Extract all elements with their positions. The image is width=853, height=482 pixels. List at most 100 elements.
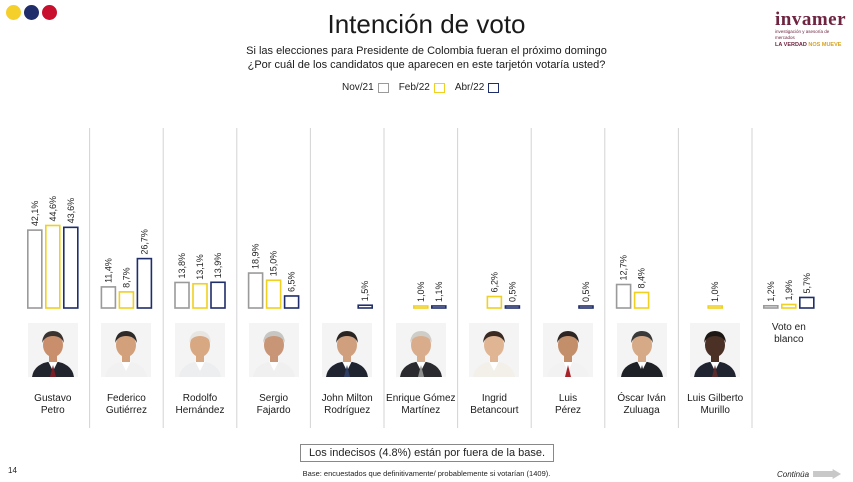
bar-feb22-9 bbox=[707, 305, 724, 309]
logo-tag-b: NOS MUEVE bbox=[808, 42, 842, 48]
legend-swatch bbox=[488, 82, 500, 93]
blue-dot bbox=[24, 5, 39, 20]
name-line: Federico bbox=[106, 393, 146, 404]
red-dot bbox=[42, 5, 57, 20]
legend-label: Nov/21 bbox=[342, 82, 374, 93]
data-label: 13,1% bbox=[195, 254, 205, 280]
name-line: Betancourt bbox=[470, 405, 519, 416]
data-label: 1,0% bbox=[710, 281, 720, 302]
continue-label: Continúa bbox=[777, 469, 810, 479]
logo-tagline: LA VERDAD NOS MUEVE bbox=[775, 41, 847, 49]
logo-name: invamer bbox=[775, 9, 847, 30]
bar-nov21-0 bbox=[26, 229, 43, 309]
name-line: Pérez bbox=[554, 405, 582, 416]
bar-feb22-10 bbox=[780, 303, 797, 309]
bar-abr22-6 bbox=[504, 305, 521, 309]
question-line-1: Si las elecciones para Presidente de Col… bbox=[246, 45, 607, 57]
data-label: 1,1% bbox=[434, 281, 444, 302]
question-text: Si las elecciones para Presidente de Col… bbox=[0, 44, 853, 72]
name-line: Rodolfo bbox=[182, 393, 218, 404]
name-line: Hernández bbox=[175, 405, 225, 416]
chart-legend: Nov/21 Feb/22 Abr/22 bbox=[342, 82, 509, 93]
name-line: Petro bbox=[40, 405, 65, 416]
legend-item-feb22: Feb/22 bbox=[399, 82, 445, 93]
name-line: Zuluaga bbox=[623, 405, 660, 416]
bar-feb22-3 bbox=[265, 279, 282, 309]
data-label: 6,2% bbox=[489, 272, 499, 293]
candidate-photo bbox=[322, 323, 373, 377]
data-label: 15,0% bbox=[269, 251, 279, 277]
name-line: blanco bbox=[774, 334, 804, 345]
name-line: Murillo bbox=[700, 405, 730, 416]
legend-swatch bbox=[377, 82, 389, 93]
name-line: Gustavo bbox=[34, 393, 72, 404]
bar-nov21-1 bbox=[100, 286, 117, 309]
bar-feb22-5 bbox=[412, 305, 429, 309]
data-label: 0,5% bbox=[507, 281, 517, 302]
page-title: Intención de voto bbox=[327, 9, 526, 39]
data-label: 1,2% bbox=[766, 281, 776, 302]
undecided-note: Los indecisos (4.8%) están por fuera de … bbox=[300, 444, 555, 462]
data-label: 26,7% bbox=[139, 229, 149, 255]
name-line: Rodríguez bbox=[324, 405, 371, 416]
data-label: 11,4% bbox=[103, 258, 113, 283]
blank-vote-label: Voto en blanco bbox=[753, 322, 825, 346]
name-line: Luis Gilberto bbox=[687, 393, 744, 404]
candidate-name: Óscar Iván Zuluaga bbox=[606, 393, 678, 417]
data-label: 18,9% bbox=[251, 244, 261, 270]
data-label: 12,7% bbox=[619, 255, 629, 281]
candidate-photo bbox=[616, 323, 667, 377]
data-label: 1,0% bbox=[416, 281, 426, 302]
bar-nov21-10 bbox=[762, 304, 779, 309]
candidate-name: Rodolfo Hernández bbox=[164, 393, 236, 417]
bar-nov21-8 bbox=[615, 283, 632, 309]
candidate-photo bbox=[543, 323, 593, 377]
logo-tag-a: LA VERDAD bbox=[775, 42, 807, 48]
bar-abr22-7 bbox=[578, 305, 594, 309]
bar-abr22-2 bbox=[210, 281, 226, 309]
candidate-name: Sergio Fajardo bbox=[238, 393, 310, 417]
name-line: Enrique Gómez bbox=[386, 393, 456, 404]
bar-abr22-4 bbox=[357, 304, 374, 309]
bar-feb22-2 bbox=[192, 282, 208, 309]
candidate-photo bbox=[469, 323, 520, 377]
name-line: Martínez bbox=[401, 405, 441, 416]
name-line: Sergio bbox=[259, 393, 289, 404]
bar-abr22-3 bbox=[283, 295, 300, 309]
candidate-name: Luis Gilberto Murillo bbox=[679, 393, 751, 417]
bar-nov21-3 bbox=[247, 272, 264, 309]
data-label: 44,6% bbox=[48, 196, 58, 222]
invamer-logo: invamer investigación y asesoría de merc… bbox=[775, 10, 847, 49]
data-label: 43,6% bbox=[66, 198, 76, 224]
name-line: Fajardo bbox=[256, 405, 291, 416]
brand-dots bbox=[6, 5, 57, 20]
candidate-photo bbox=[690, 323, 741, 377]
data-label: 13,9% bbox=[213, 253, 223, 279]
bar-feb22-1 bbox=[118, 291, 135, 309]
candidate-photo bbox=[395, 323, 446, 377]
name-line: Gutiérrez bbox=[105, 405, 147, 416]
name-line: Óscar Iván bbox=[617, 393, 666, 404]
legend-item-abr22: Abr/22 bbox=[455, 82, 500, 93]
page-number: 14 bbox=[8, 466, 17, 475]
legend-label: Feb/22 bbox=[398, 82, 430, 93]
vote-intention-chart: 42,1% 44,6% 43,6% 11,4% 8,7% 26,7% 13,8% 13,1% 1… bbox=[26, 128, 815, 428]
bar-abr22-1 bbox=[136, 257, 153, 309]
candidate-name: Federico Gutiérrez bbox=[90, 393, 162, 417]
name-line: Luis bbox=[558, 393, 578, 404]
candidate-photo bbox=[175, 323, 225, 377]
candidate-name: Gustavo Petro bbox=[17, 393, 89, 417]
data-label: 1,5% bbox=[360, 281, 370, 302]
bar-abr22-5 bbox=[430, 305, 447, 309]
data-label: 0,5% bbox=[581, 281, 591, 302]
data-label: 5,7% bbox=[802, 273, 812, 294]
name-line: John Milton bbox=[321, 393, 373, 404]
data-label: 6,5% bbox=[287, 271, 297, 292]
candidate-name: John Milton Rodríguez bbox=[311, 393, 383, 417]
yellow-dot bbox=[6, 5, 21, 20]
name-line: Ingrid bbox=[481, 393, 507, 404]
candidate-name: Ingrid Betancourt bbox=[458, 393, 530, 417]
base-note: Base: encuestados que definitivamente/ p… bbox=[302, 469, 551, 478]
data-label: 13,8% bbox=[177, 253, 187, 279]
data-label: 8,7% bbox=[121, 267, 131, 288]
